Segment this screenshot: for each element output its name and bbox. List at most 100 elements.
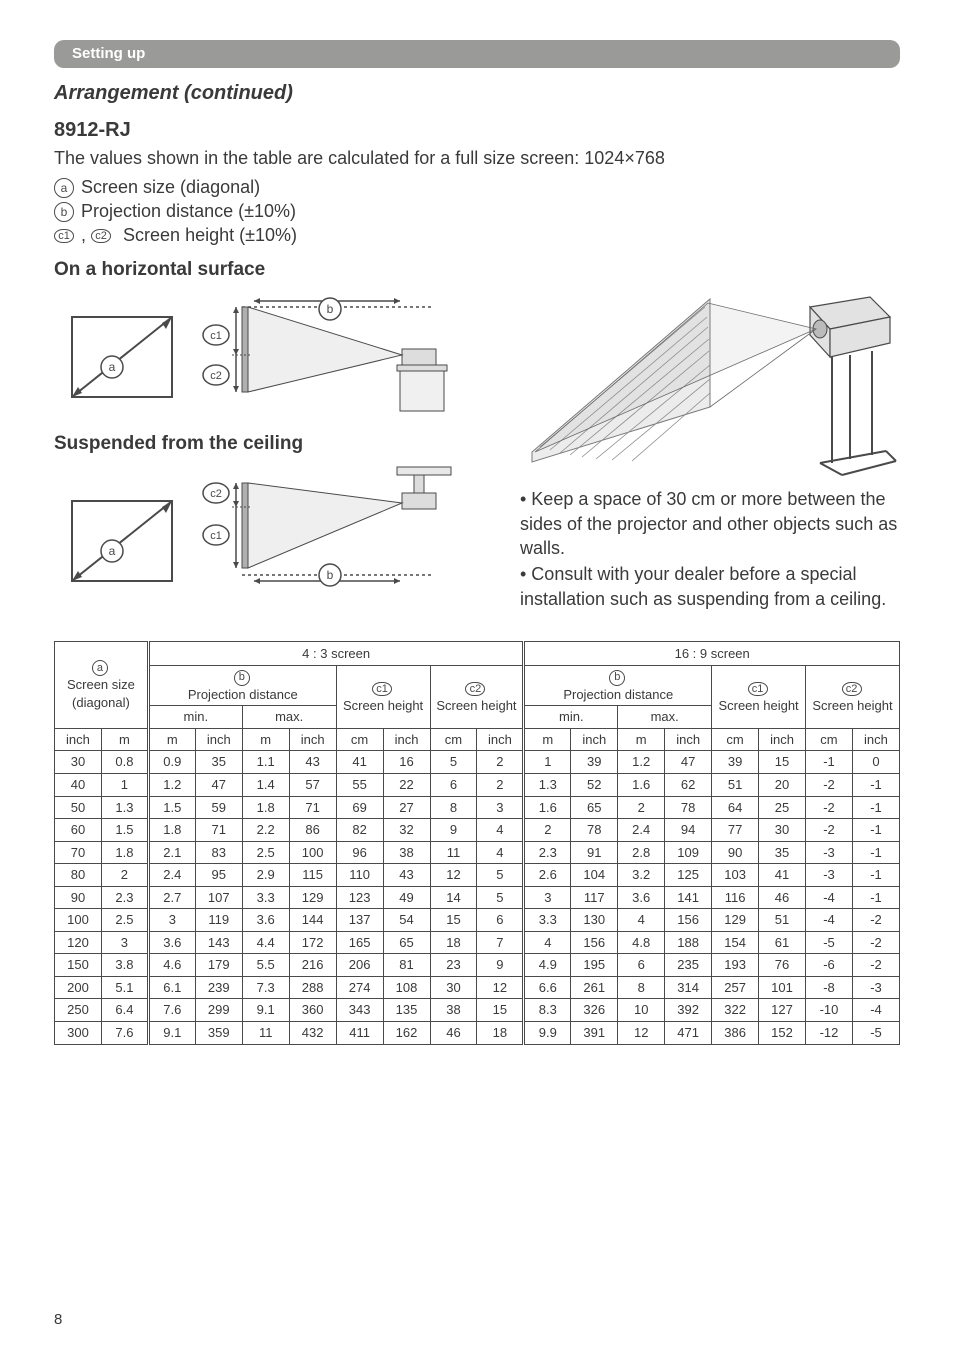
table-cell: 129 xyxy=(289,886,336,909)
table-cell: 100 xyxy=(55,909,102,932)
table-cell: 55 xyxy=(336,774,383,797)
table-cell: 156 xyxy=(571,931,618,954)
table-cell: 1.8 xyxy=(242,796,289,819)
table-cell: 41 xyxy=(759,864,806,887)
table-cell: 1.4 xyxy=(242,774,289,797)
table-cell: 3 xyxy=(524,886,571,909)
th-43-c2: c2Screen height xyxy=(430,666,524,729)
table-cell: 22 xyxy=(383,774,430,797)
table-cell: 116 xyxy=(712,886,759,909)
th-unit: cm xyxy=(336,728,383,751)
table-cell: -5 xyxy=(806,931,853,954)
table-cell: 7.6 xyxy=(101,1022,148,1045)
table-cell: 5 xyxy=(430,751,477,774)
svg-text:a: a xyxy=(109,544,116,558)
table-cell: 38 xyxy=(430,999,477,1022)
table-cell: 2.8 xyxy=(618,841,665,864)
table-cell: -8 xyxy=(806,976,853,999)
th-169-c1: c1Screen height xyxy=(712,666,806,729)
table-cell: 18 xyxy=(430,931,477,954)
table-cell: 9.1 xyxy=(148,1022,195,1045)
table-cell: 123 xyxy=(336,886,383,909)
th-169-proj: bProjection distance xyxy=(524,666,712,706)
th-169-max: max. xyxy=(618,706,712,729)
table-cell: 1 xyxy=(101,774,148,797)
table-cell: 2.3 xyxy=(101,886,148,909)
table-cell: 8 xyxy=(618,976,665,999)
table-cell: 15 xyxy=(759,751,806,774)
table-cell: 39 xyxy=(712,751,759,774)
table-cell: 216 xyxy=(289,954,336,977)
table-cell: 360 xyxy=(289,999,336,1022)
table-cell: -10 xyxy=(806,999,853,1022)
table-cell: 69 xyxy=(336,796,383,819)
table-cell: 343 xyxy=(336,999,383,1022)
legend-a-text: Screen size (diagonal) xyxy=(81,177,260,197)
table-cell: 6 xyxy=(430,774,477,797)
table-cell: 101 xyxy=(759,976,806,999)
table-cell: 1.5 xyxy=(101,819,148,842)
table-cell: 7.3 xyxy=(242,976,289,999)
table-row: 8022.4952.9115110431252.61043.212510341-… xyxy=(55,864,900,887)
note-dealer: • Consult with your dealer before a spec… xyxy=(520,562,900,611)
table-cell: 27 xyxy=(383,796,430,819)
diagram-suspended: a b xyxy=(54,463,500,603)
table-cell: 94 xyxy=(665,819,712,842)
table-cell: 4 xyxy=(618,909,665,932)
table-row: 12033.61434.41721656518741564.818815461-… xyxy=(55,931,900,954)
intro-text: The values shown in the table are calcul… xyxy=(54,146,900,170)
table-cell: 1.6 xyxy=(524,796,571,819)
table-cell: 47 xyxy=(665,751,712,774)
table-cell: 59 xyxy=(195,796,242,819)
table-cell: 1.6 xyxy=(618,774,665,797)
table-cell: 3.6 xyxy=(242,909,289,932)
table-cell: 0 xyxy=(852,751,899,774)
table-cell: -1 xyxy=(852,796,899,819)
table-row: 4011.2471.4575522621.3521.6625120-2-1 xyxy=(55,774,900,797)
table-cell: 129 xyxy=(712,909,759,932)
th-unit: inch xyxy=(571,728,618,751)
table-cell: 71 xyxy=(195,819,242,842)
table-row: 2005.16.12397.328827410830126.6261831425… xyxy=(55,976,900,999)
table-cell: 39 xyxy=(571,751,618,774)
table-cell: 90 xyxy=(55,886,102,909)
table-cell: -1 xyxy=(852,819,899,842)
table-cell: 299 xyxy=(195,999,242,1022)
th-43-max: max. xyxy=(242,706,336,729)
page-number: 8 xyxy=(54,1310,62,1330)
table-cell: 86 xyxy=(289,819,336,842)
th-169-c2: c2Screen height xyxy=(806,666,900,729)
table-cell: 71 xyxy=(289,796,336,819)
table-cell: -2 xyxy=(806,819,853,842)
th-unit: inch xyxy=(55,728,102,751)
table-cell: 392 xyxy=(665,999,712,1022)
table-cell: 11 xyxy=(430,841,477,864)
table-cell: 107 xyxy=(195,886,242,909)
svg-text:c1: c1 xyxy=(210,530,222,542)
table-cell: 6 xyxy=(618,954,665,977)
table-cell: 5 xyxy=(477,864,524,887)
table-cell: 47 xyxy=(195,774,242,797)
table-cell: 10 xyxy=(618,999,665,1022)
table-cell: 2.4 xyxy=(148,864,195,887)
table-cell: 2.6 xyxy=(524,864,571,887)
table-cell: 391 xyxy=(571,1022,618,1045)
table-cell: 18 xyxy=(477,1022,524,1045)
th-unit: inch xyxy=(195,728,242,751)
table-cell: 81 xyxy=(383,954,430,977)
table-cell: 78 xyxy=(665,796,712,819)
table-cell: 2.5 xyxy=(242,841,289,864)
table-cell: 35 xyxy=(759,841,806,864)
table-cell: 80 xyxy=(55,864,102,887)
table-cell: -3 xyxy=(806,864,853,887)
table-cell: -3 xyxy=(852,976,899,999)
table-cell: 250 xyxy=(55,999,102,1022)
table-cell: 6.1 xyxy=(148,976,195,999)
diagram-perspective xyxy=(520,247,900,477)
table-cell: 3.8 xyxy=(101,954,148,977)
table-cell: 51 xyxy=(759,909,806,932)
table-cell: 3 xyxy=(148,909,195,932)
table-cell: 65 xyxy=(571,796,618,819)
table-cell: 57 xyxy=(289,774,336,797)
table-cell: 2 xyxy=(477,751,524,774)
